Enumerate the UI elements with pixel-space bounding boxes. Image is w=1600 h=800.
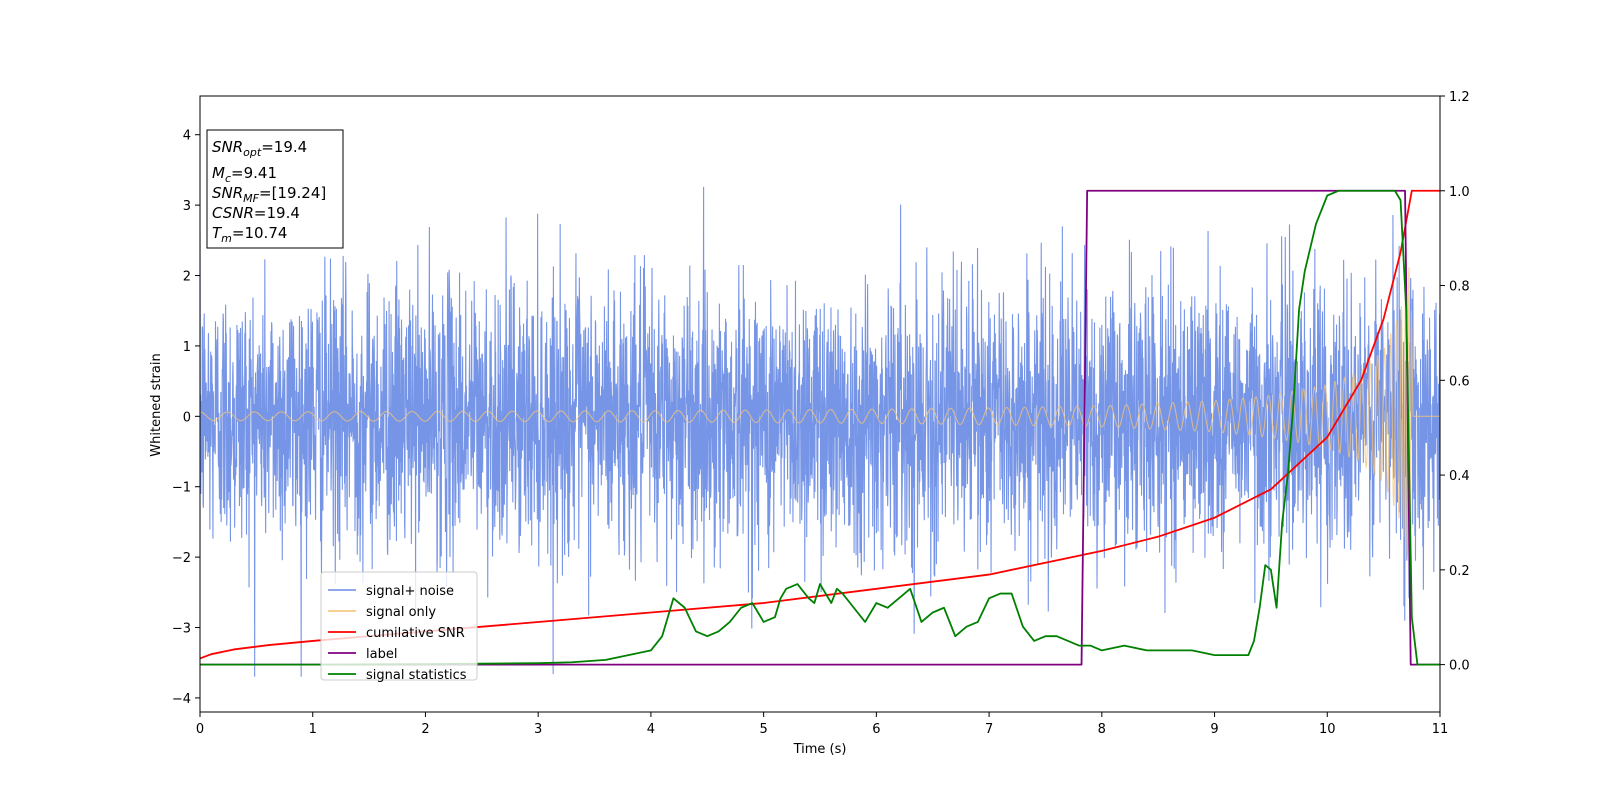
x-axis-label: Time (s) [793,742,847,757]
right-y-axis-ticks: 0.0 0.2 0.4 0.6 0.8 1.0 1.2 [1440,90,1470,674]
y-tick-label: −1 [172,481,191,496]
legend-label: cumilative SNR [366,626,465,641]
x-tick-label: 6 [872,722,880,737]
y-tick-label: 4 [183,129,191,144]
x-tick-label: 7 [985,722,993,737]
y-axis-ticks: −4 −3 −2 −1 0 1 2 3 4 [172,129,200,707]
x-tick-label: 2 [421,722,429,737]
x-tick-label: 8 [1098,722,1106,737]
y-tick-label: −2 [172,551,191,566]
annotation-tm: Tm=10.74 [212,224,287,245]
x-axis-ticks: 0 1 2 3 4 5 6 7 8 9 10 11 [196,712,1448,737]
x-tick-label: 10 [1319,722,1336,737]
x-tick-label: 3 [534,722,542,737]
legend-label: signal+ noise [366,584,454,599]
y-tick-label: 2 [183,270,191,285]
noise-series [200,186,1440,677]
legend-label: label [366,647,397,662]
annotation-box: SNRopt=19.4 Mc=9.41 SNRMF=[19.24] CSNR=1… [206,129,344,249]
y-tick-label: 1 [183,340,191,355]
right-y-tick-label: 0.0 [1449,659,1470,674]
right-y-tick-label: 1.2 [1449,90,1470,105]
y-tick-label: −3 [172,622,191,637]
x-tick-label: 4 [647,722,655,737]
label-line [200,189,1440,666]
plot-frame [199,95,1441,713]
annotation-mc: Mc=9.41 [212,164,277,185]
y-tick-label: 3 [183,199,191,214]
x-tick-label: 1 [309,722,317,737]
legend-label: signal only [366,605,436,620]
right-y-tick-label: 0.8 [1449,280,1470,295]
x-tick-label: 5 [759,722,767,737]
annotation-snr-opt: SNRopt=19.4 [212,138,307,159]
x-tick-label: 0 [196,722,204,737]
signal-only-series [200,267,1440,575]
y-tick-label: −4 [172,692,191,707]
right-y-tick-label: 0.6 [1449,374,1470,389]
y-axis-label: Whitened strain [149,353,164,456]
legend-label: signal statistics [366,668,467,683]
right-axis-series [200,189,1440,666]
signal-statistics-line [200,189,1440,666]
x-tick-label: 9 [1210,722,1218,737]
right-y-tick-label: 1.0 [1449,185,1470,200]
signal-only-line [200,267,1440,575]
cumulative-snr-line [200,189,1440,660]
right-y-tick-label: 0.2 [1449,564,1470,579]
x-tick-label: 11 [1432,722,1449,737]
annotation-snr-mf: SNRMF=[19.24] [212,184,326,205]
annotation-csnr: CSNR=19.4 [212,204,300,222]
right-y-tick-label: 0.4 [1449,469,1470,484]
legend: signal+ noise signal only cumilative SNR la… [320,571,478,683]
noise-line [200,186,1440,677]
y-tick-label: 0 [183,410,191,425]
